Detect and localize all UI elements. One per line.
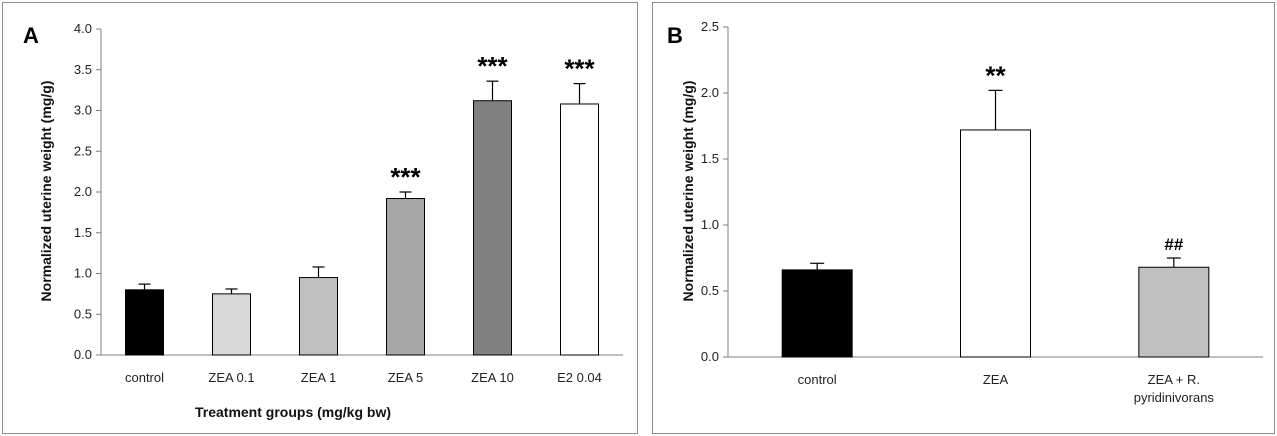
y-tick-label: 0.0: [701, 349, 719, 364]
y-tick-label: 2.0: [74, 184, 92, 199]
chart-a-svg: A Normalized uterine weight (mg/g) Treat…: [23, 21, 623, 420]
significance-label: ##: [1164, 235, 1183, 254]
y-tick-label: 2.0: [701, 85, 719, 100]
bar: [212, 293, 251, 356]
x-tick-label: control: [798, 372, 837, 387]
x-tick-label: ZEA 0.1: [208, 370, 254, 385]
x-tick-label: ZEA 5: [388, 370, 423, 385]
bar: [299, 277, 338, 356]
x-tick-label: E2 0.04: [557, 370, 602, 385]
y-tick-label: 0.0: [74, 347, 92, 362]
y-axis-title-b: Normalized uterine weight (mg/g): [680, 81, 696, 302]
x-axis-title-a: Treatment groups (mg/kg bw): [195, 404, 391, 420]
y-tick-label: 1.5: [74, 225, 92, 240]
x-tick-label: pyridinivorans: [1134, 390, 1215, 405]
bar: [125, 289, 164, 356]
x-tick-label: control: [125, 370, 164, 385]
bar: [960, 129, 1031, 358]
y-tick-label: 3.0: [74, 103, 92, 118]
x-tick-label: ZEA: [983, 372, 1009, 387]
x-tick-label: ZEA 10: [471, 370, 514, 385]
panel-label-a: A: [23, 23, 39, 48]
significance-label: ***: [477, 51, 508, 81]
significance-label: ***: [390, 162, 421, 192]
bar: [560, 103, 599, 356]
y-tick-label: 1.0: [74, 266, 92, 281]
bar: [386, 198, 425, 356]
y-tick-label: 2.5: [74, 143, 92, 158]
x-tick-label: ZEA 1: [301, 370, 336, 385]
x-tick-label: ZEA + R.: [1148, 372, 1200, 387]
chart-panel-b: B Normalized uterine weight (mg/g) 0.0 0.…: [652, 2, 1275, 434]
bar: [473, 100, 512, 356]
y-tick-label: 4.0: [74, 21, 92, 36]
y-axis-title-a: Normalized uterine weight (mg/g): [38, 81, 54, 302]
y-tick-label: 2.5: [701, 19, 719, 34]
chart-b-svg: B Normalized uterine weight (mg/g) 0.0 0.…: [667, 19, 1263, 405]
bar: [781, 269, 853, 358]
panel-label-b: B: [667, 23, 683, 48]
bar: [1138, 266, 1210, 358]
significance-label: ***: [564, 54, 595, 84]
chart-panel-a: A Normalized uterine weight (mg/g) Treat…: [2, 2, 638, 434]
y-tick-label: 0.5: [701, 283, 719, 298]
y-tick-label: 3.5: [74, 62, 92, 77]
y-tick-label: 0.5: [74, 306, 92, 321]
significance-label: **: [985, 60, 1006, 90]
y-tick-label: 1.0: [701, 217, 719, 232]
y-tick-label: 1.5: [701, 151, 719, 166]
